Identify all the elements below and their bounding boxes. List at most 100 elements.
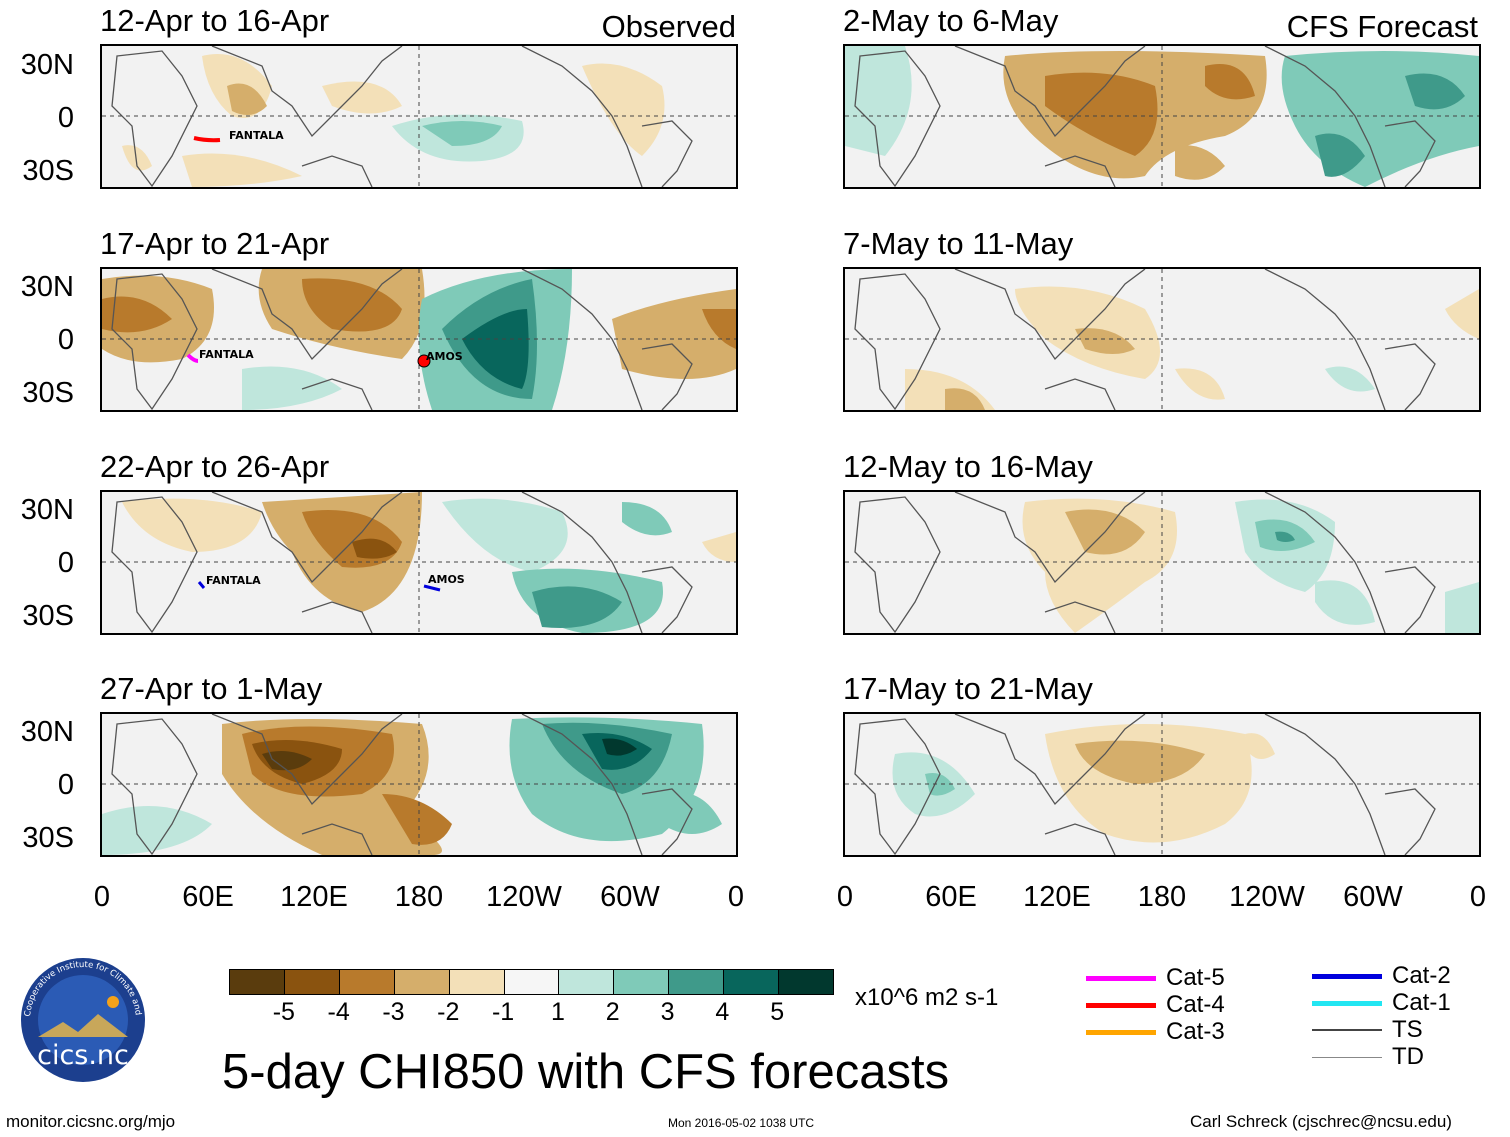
- lon-label-120w: 120W: [486, 881, 562, 913]
- legend-line: [1086, 975, 1156, 981]
- lat-label-30n: 30N: [20, 271, 74, 303]
- colorbar-swatch: [283, 970, 339, 994]
- map-panel-forecast-1: [843, 44, 1481, 189]
- legend-item: Cat-2: [1312, 962, 1451, 990]
- storm-label-fantala: FANTALA: [206, 574, 261, 587]
- colorbar-swatch: [503, 970, 559, 994]
- colorbar-swatch: [613, 970, 669, 994]
- colorbar-tick-label: -3: [382, 998, 405, 1026]
- anomaly-shading: [1022, 498, 1479, 633]
- colorbar-swatch: [778, 970, 833, 994]
- lat-label-0: 0: [57, 102, 74, 134]
- storm-track: [193, 136, 221, 143]
- map-panel-observed-1: FANTALA: [100, 44, 738, 189]
- legend-line: [1086, 1029, 1156, 1035]
- colorbar-swatch: [338, 970, 394, 994]
- panel-title-right-1: 2-May to 6-May: [843, 3, 1059, 38]
- cfs-forecast-label: CFS Forecast: [1286, 9, 1478, 44]
- colorbar-swatch: [668, 970, 724, 994]
- legend-label: TS: [1392, 1016, 1423, 1043]
- lon-label-60e: 60E: [182, 881, 234, 913]
- lon-label-0-end: 0: [727, 881, 745, 913]
- lat-label-0: 0: [57, 769, 74, 801]
- legend-item: Cat-4: [1086, 991, 1225, 1019]
- lat-label-30n: 30N: [20, 494, 74, 526]
- colorbar-tick-label: -2: [437, 998, 460, 1026]
- storm-label-fantala: FANTALA: [199, 348, 254, 361]
- legend-item: TD: [1312, 1043, 1424, 1071]
- colorbar-swatch: [723, 970, 779, 994]
- panel-title-left-1: 12-Apr to 16-Apr: [100, 3, 330, 38]
- footer-timestamp: Mon 2016-05-02 1038 UTC: [668, 1116, 815, 1130]
- colorbar-swatch: [230, 970, 284, 994]
- storm-track: [186, 353, 199, 363]
- panel-title-right-3: 12-May to 16-May: [843, 449, 1093, 484]
- storm-label-amos: AMOS: [428, 573, 465, 586]
- coastlines: [111, 714, 693, 855]
- legend-item: Cat-5: [1086, 964, 1225, 992]
- legend-label: Cat-5: [1166, 964, 1225, 991]
- legend-line: [1312, 973, 1382, 979]
- colorbar-units: x10^6 m2 s-1: [855, 984, 999, 1011]
- map-panel-observed-2: FANTALA AMOS: [100, 267, 738, 412]
- lon-label-0-end: 0: [1469, 881, 1487, 913]
- map-panel-observed-3: FANTALA AMOS: [100, 490, 738, 635]
- legend-line: [1312, 1000, 1382, 1006]
- panel-title-left-3: 22-Apr to 26-Apr: [100, 449, 330, 484]
- legend-line: [1312, 1029, 1382, 1031]
- footer-credit: Carl Schreck (cjschrec@ncsu.edu): [1190, 1112, 1452, 1131]
- panel-title-right-2: 7-May to 11-May: [843, 226, 1074, 261]
- colorbar-tick-label: 2: [605, 998, 620, 1026]
- lon-label-60e: 60E: [925, 881, 977, 913]
- lat-label-30s: 30S: [22, 822, 74, 854]
- coastlines: [111, 269, 693, 410]
- anomaly-shading: [102, 717, 722, 855]
- storm-track: [423, 584, 441, 592]
- map-panel-forecast-4: [843, 712, 1481, 857]
- colorbar-tick-label: -5: [272, 998, 295, 1026]
- legend-item: Cat-3: [1086, 1018, 1225, 1046]
- legend-line: [1312, 1056, 1382, 1058]
- storm-label-amos: AMOS: [426, 350, 463, 363]
- legend-item: TS: [1312, 1016, 1423, 1044]
- panel-title-left-4: 27-Apr to 1-May: [100, 671, 323, 706]
- legend-label: Cat-4: [1166, 991, 1225, 1018]
- legend-label: Cat-2: [1392, 962, 1451, 989]
- coastlines: [854, 46, 1436, 187]
- colorbar-swatch: [393, 970, 449, 994]
- lat-label-30s: 30S: [22, 155, 74, 187]
- lat-label-30s: 30S: [22, 600, 74, 632]
- lon-label-120w: 120W: [1229, 881, 1305, 913]
- map-panel-forecast-2: [843, 267, 1481, 412]
- storm-marker: [417, 354, 431, 368]
- lon-label-120e: 120E: [280, 881, 348, 913]
- colorbar-tick-label: 3: [660, 998, 675, 1026]
- logo-text: cics.nc: [37, 1040, 129, 1071]
- anomaly-shading: [905, 286, 1479, 410]
- observed-label: Observed: [601, 9, 736, 44]
- anomaly-shading: [892, 724, 1275, 843]
- lat-label-30n: 30N: [20, 716, 74, 748]
- lon-label-60w: 60W: [1343, 881, 1403, 913]
- legend-label: TD: [1392, 1043, 1424, 1070]
- colorbar-swatch: [448, 970, 504, 994]
- map-panel-observed-4: [100, 712, 738, 857]
- colorbar-tick-label: -1: [491, 998, 515, 1026]
- lon-label-60w: 60W: [600, 881, 660, 913]
- legend-item: Cat-1: [1312, 989, 1451, 1017]
- lat-label-0: 0: [57, 324, 74, 356]
- anomaly-shading: [122, 54, 665, 187]
- map-panel-forecast-3: [843, 490, 1481, 635]
- colorbar-tick-label: 5: [770, 998, 785, 1026]
- colorbar-tick-label: -4: [327, 998, 350, 1026]
- lat-label-30n: 30N: [20, 49, 74, 81]
- lat-label-0: 0: [57, 547, 74, 579]
- footer-url: monitor.cicsnc.org/mjo: [6, 1112, 176, 1131]
- anomaly-shading: [122, 492, 736, 633]
- lon-label-0: 0: [836, 881, 854, 913]
- legend-label: Cat-1: [1392, 989, 1451, 1016]
- colorbar-tick-label: 4: [715, 998, 730, 1026]
- lon-label-180: 180: [1137, 881, 1187, 913]
- coastlines: [111, 492, 693, 633]
- lon-label-180: 180: [394, 881, 444, 913]
